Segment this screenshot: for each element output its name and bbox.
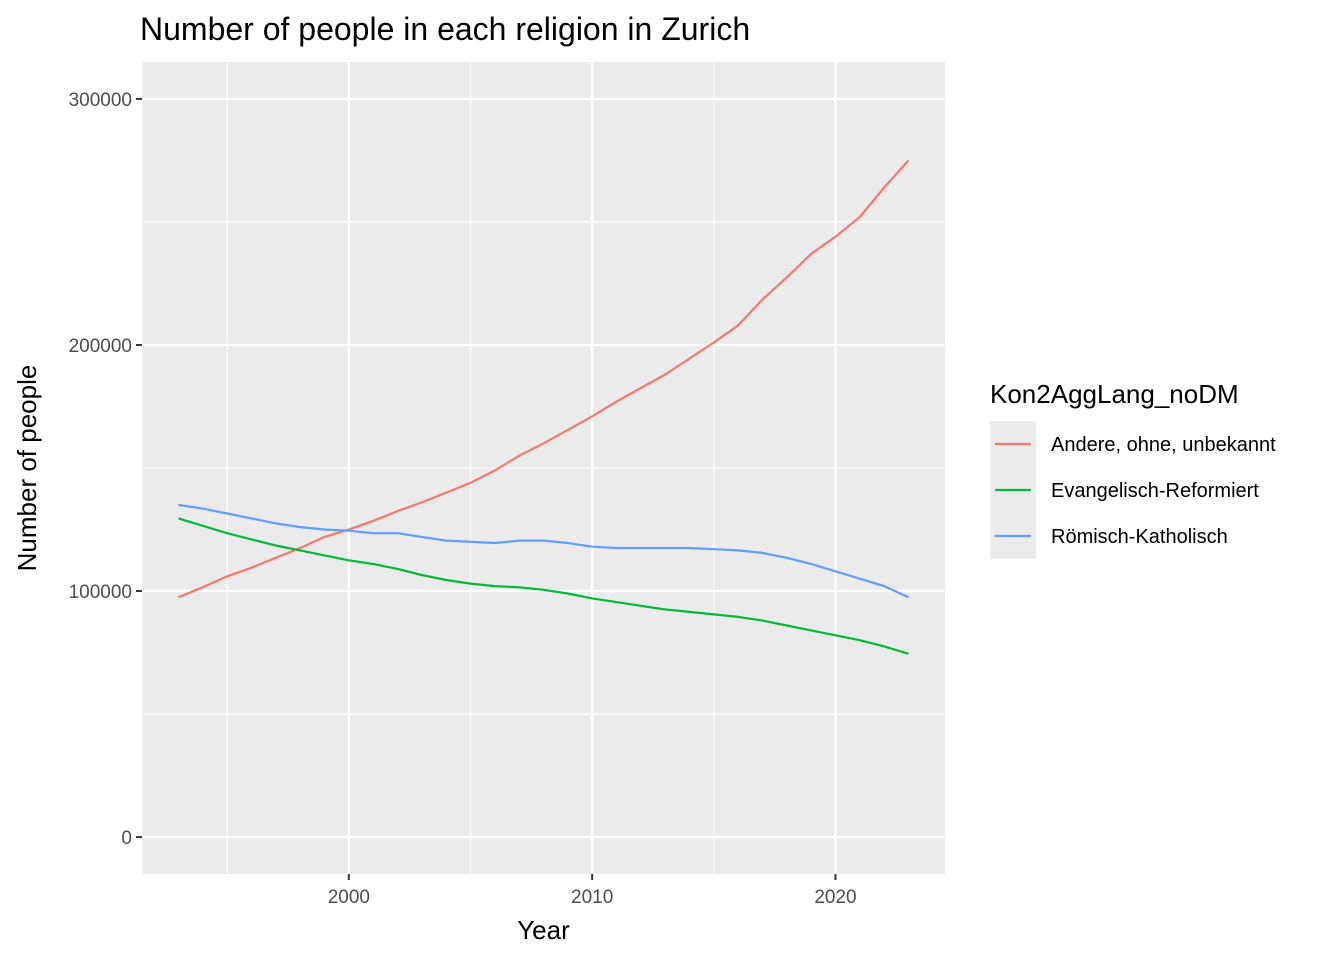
x-axis-title: Year — [517, 915, 570, 945]
x-axis: 2000 2010 2020 — [328, 874, 857, 908]
x-tick-label: 2010 — [571, 887, 613, 908]
y-axis-title: Number of people — [12, 365, 42, 572]
legend-label-r-misch-katholisch: Römisch-Katholisch — [1051, 526, 1228, 548]
x-tick-label: 2000 — [328, 887, 370, 908]
chart-title: Number of people in each religion in Zur… — [140, 11, 750, 47]
y-axis: 0 100000 200000 300000 — [69, 90, 142, 849]
legend-label-andere-ohne-unbekannt: Andere, ohne, unbekannt — [1051, 434, 1276, 456]
legend: Kon2AggLang_noDM Andere, ohne, unbekannt… — [990, 379, 1276, 559]
y-tick-label: 100000 — [69, 582, 132, 603]
x-tick-label: 2020 — [814, 887, 856, 908]
series-line-r-misch-katholisch — [178, 503, 909, 599]
legend-title: Kon2AggLang_noDM — [990, 379, 1239, 409]
legend-label-evangelisch-reformiert: Evangelisch-Reformiert — [1051, 480, 1259, 502]
legend-items: Andere, ohne, unbekannt Evangelisch-Refor… — [990, 421, 1276, 559]
major-gridlines — [142, 62, 945, 874]
minor-gridlines — [142, 62, 945, 874]
y-tick-label: 0 — [121, 828, 132, 849]
series-line-evangelisch-reformiert — [178, 517, 909, 655]
y-tick-label: 200000 — [69, 336, 132, 357]
series-line-andere-ohne-unbekannt — [178, 159, 910, 599]
y-tick-label: 300000 — [69, 90, 132, 111]
series-lines — [178, 159, 910, 655]
